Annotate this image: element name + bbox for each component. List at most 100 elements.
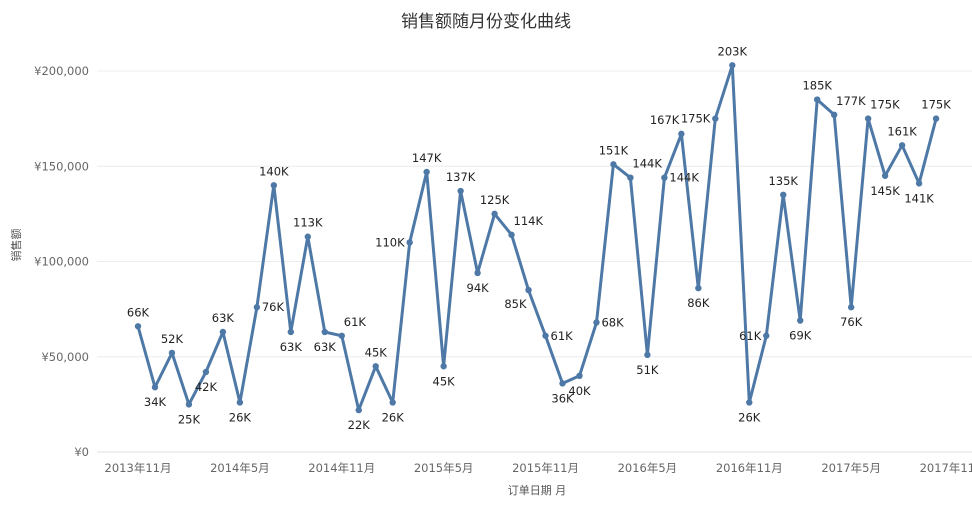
data-point bbox=[202, 368, 210, 376]
data-point bbox=[508, 231, 515, 239]
data-label: 34K bbox=[144, 395, 167, 409]
data-label: 86K bbox=[687, 296, 710, 310]
data-label: 68K bbox=[601, 315, 624, 329]
x-tick-label: 2014年5月 bbox=[210, 461, 270, 475]
data-point bbox=[219, 328, 227, 336]
y-axis-ticks: ¥0 ¥50,000 ¥100,000 ¥150,000 ¥200,000 bbox=[34, 64, 89, 459]
data-label: 185K bbox=[802, 79, 832, 93]
data-point bbox=[712, 115, 719, 122]
data-label: 66K bbox=[127, 305, 150, 319]
data-point bbox=[814, 96, 821, 103]
data-label: 61K bbox=[344, 315, 367, 329]
data-label: 36K bbox=[551, 391, 574, 405]
y-tick-label: ¥50,000 bbox=[41, 350, 89, 364]
data-label: 141K bbox=[904, 191, 934, 205]
data-label: 25K bbox=[178, 412, 201, 426]
chart-title: 销售额随月份变化曲线 bbox=[401, 12, 571, 32]
x-tick-label: 2013年11月 bbox=[105, 461, 172, 475]
series-line-layer bbox=[134, 62, 940, 414]
data-point bbox=[423, 168, 430, 176]
data-point bbox=[559, 380, 566, 387]
data-label: 135K bbox=[768, 174, 798, 188]
x-tick-label: 2017年11月 bbox=[920, 461, 972, 475]
data-point bbox=[440, 363, 447, 370]
data-label: 45K bbox=[433, 374, 456, 388]
data-label: 110K bbox=[375, 235, 405, 249]
y-tick-label: ¥0 bbox=[74, 445, 89, 459]
data-point bbox=[932, 115, 940, 122]
data-label: 177K bbox=[836, 94, 866, 108]
data-point bbox=[746, 399, 753, 406]
y-tick-label: ¥100,000 bbox=[34, 255, 89, 269]
x-axis-title: 订单日期 月 bbox=[508, 484, 567, 497]
data-label: 63K bbox=[212, 311, 235, 325]
data-label: 61K bbox=[739, 329, 762, 343]
data-point bbox=[729, 62, 736, 69]
data-point bbox=[797, 317, 804, 324]
data-label: 63K bbox=[280, 340, 303, 354]
data-label: 51K bbox=[636, 363, 659, 377]
data-point bbox=[847, 304, 855, 311]
data-point bbox=[898, 142, 906, 149]
data-point bbox=[678, 130, 685, 138]
data-point bbox=[134, 323, 142, 330]
data-label: 175K bbox=[681, 112, 711, 126]
data-label: 144K bbox=[632, 157, 662, 171]
x-tick-label: 2017年5月 bbox=[821, 461, 881, 475]
data-point bbox=[864, 115, 872, 122]
data-point bbox=[253, 304, 261, 311]
x-tick-label: 2016年5月 bbox=[618, 461, 678, 475]
data-label: 94K bbox=[467, 281, 490, 295]
data-point bbox=[270, 182, 278, 189]
data-label: 69K bbox=[789, 329, 812, 343]
data-point bbox=[830, 111, 838, 119]
data-label: 175K bbox=[921, 98, 951, 112]
series-line bbox=[136, 63, 938, 412]
data-label: 114K bbox=[514, 214, 544, 228]
data-label: 76K bbox=[262, 300, 285, 314]
data-label: 203K bbox=[718, 44, 748, 58]
x-tick-label: 2015年11月 bbox=[512, 461, 579, 475]
data-label: 147K bbox=[412, 151, 442, 165]
y-axis-title: 销售额 bbox=[9, 229, 23, 262]
data-point bbox=[644, 351, 651, 359]
data-label: 113K bbox=[293, 216, 323, 230]
data-labels: 66K 34K 52K 25K 42K 63K 26K 76K 140K 63K 113K 63K 61… bbox=[127, 44, 951, 432]
data-point bbox=[881, 172, 889, 179]
data-label: 167K bbox=[650, 113, 680, 127]
data-label: 45K bbox=[365, 345, 388, 359]
data-point bbox=[576, 372, 583, 379]
data-point bbox=[763, 332, 770, 339]
data-label: 63K bbox=[314, 340, 337, 354]
data-label: 85K bbox=[504, 297, 527, 311]
data-label: 144K bbox=[669, 171, 699, 185]
data-point bbox=[474, 269, 481, 277]
x-tick-label: 2015年5月 bbox=[414, 461, 474, 475]
data-point bbox=[661, 174, 668, 181]
data-point bbox=[287, 328, 295, 336]
data-point bbox=[185, 401, 193, 408]
data-label: 145K bbox=[870, 184, 900, 198]
data-label: 52K bbox=[161, 332, 184, 346]
data-label: 40K bbox=[568, 384, 591, 398]
data-label: 125K bbox=[480, 193, 510, 207]
gridlines bbox=[97, 70, 972, 453]
data-point bbox=[627, 174, 634, 181]
data-point bbox=[457, 187, 464, 195]
x-tick-label: 2014年11月 bbox=[308, 461, 375, 475]
data-point bbox=[915, 180, 923, 187]
data-point bbox=[355, 406, 362, 414]
data-label: 151K bbox=[599, 143, 629, 157]
data-point bbox=[406, 239, 413, 246]
data-point bbox=[610, 161, 617, 168]
data-point bbox=[168, 349, 176, 357]
data-label: 61K bbox=[551, 329, 574, 343]
data-point bbox=[236, 399, 244, 406]
data-label: 175K bbox=[870, 98, 900, 112]
x-axis-ticks: 2013年11月 2014年5月 2014年11月 2015年5月 2015年11月 20… bbox=[105, 461, 972, 475]
data-point bbox=[491, 210, 498, 218]
data-label: 22K bbox=[348, 418, 371, 432]
data-label: 161K bbox=[887, 124, 917, 138]
data-point bbox=[304, 233, 311, 240]
